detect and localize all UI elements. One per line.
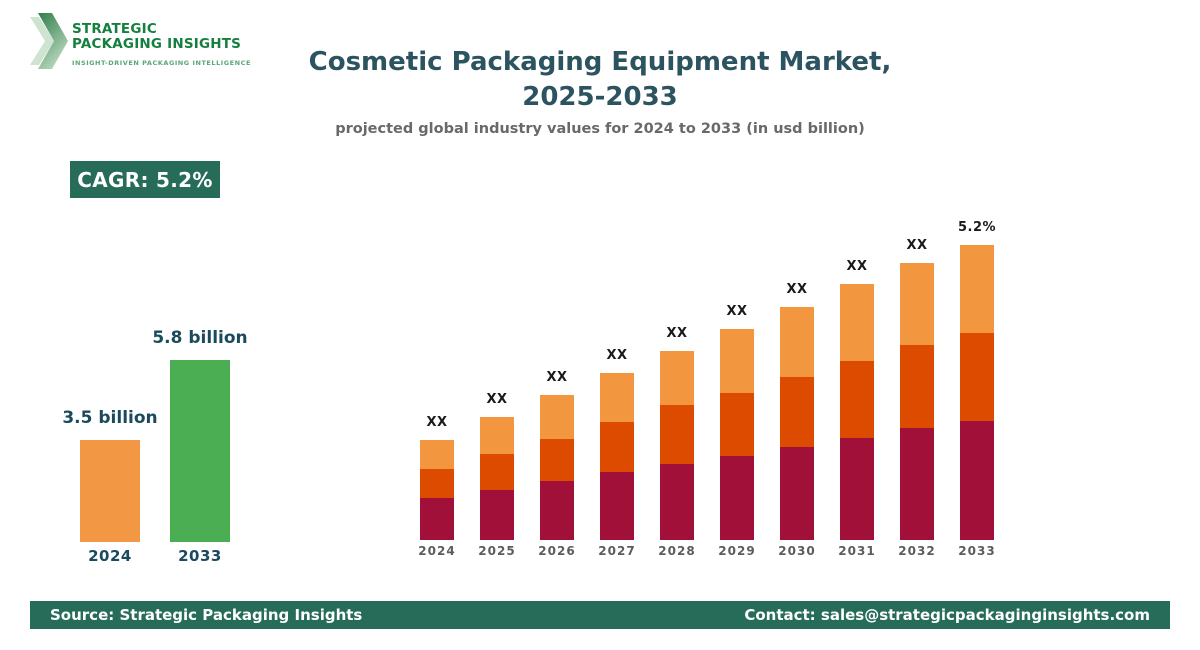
mini-bar-year-label: 2024 — [88, 547, 132, 565]
stacked-bar-group: XX 2032 — [898, 220, 934, 558]
stacked-bar-year-label: 2030 — [778, 544, 816, 558]
stacked-bar-segment-top — [960, 245, 994, 333]
stacked-bar-year-label: 2033 — [958, 544, 996, 558]
stacked-bar-segment-middle — [960, 332, 994, 422]
logo: STRATEGIC PACKAGING INSIGHTS INSIGHT-DRI… — [28, 12, 251, 70]
page-title-line1: Cosmetic Packaging Equipment Market, — [308, 47, 892, 77]
stacked-bar-chart: XX 2024 XX 2025 XX 2026 XX 2027 XX 2028 XX 2029 XX 20… — [418, 220, 997, 558]
stacked-bar-segment-top — [480, 417, 514, 454]
logo-name-line2: PACKAGING INSIGHTS — [72, 36, 242, 52]
stacked-bar-segment-top — [840, 284, 874, 361]
mini-bar — [80, 440, 140, 542]
stacked-bar-year-label: 2026 — [538, 544, 576, 558]
stacked-bar-segment-top — [720, 329, 754, 393]
stacked-bar-segment-top — [900, 263, 934, 345]
stacked-bar-value-label: 5.2% — [957, 220, 997, 235]
footer-source: Source: Strategic Packaging Insights — [50, 606, 363, 624]
stacked-bar-year-label: 2025 — [478, 544, 516, 558]
cagr-badge: CAGR: 5.2% — [70, 161, 220, 198]
stacked-bar-segment-top — [780, 307, 814, 377]
mini-bar — [170, 360, 230, 542]
stacked-bar-segment-middle — [420, 469, 454, 498]
footer-bar: Source: Strategic Packaging Insights Con… — [30, 601, 1170, 629]
mini-bar-value-label: 3.5 billion — [62, 408, 158, 428]
stacked-bar-year-label: 2029 — [718, 544, 756, 558]
stacked-bar-segment-bottom — [540, 481, 574, 540]
stacked-bar-segment-bottom — [480, 490, 514, 540]
logo-text: STRATEGIC PACKAGING INSIGHTS INSIGHT-DRI… — [72, 12, 251, 70]
stacked-bar-year-label: 2024 — [418, 544, 456, 558]
stacked-bar-segment-bottom — [660, 464, 694, 540]
stacked-bar-segment-bottom — [420, 498, 454, 540]
mini-bar-year-label: 2033 — [178, 547, 222, 565]
stacked-bar-group: XX 2031 — [838, 220, 874, 558]
stacked-bar-segment-bottom — [840, 438, 874, 540]
mini-bar-group: 5.8 billion 2033 — [152, 328, 247, 565]
mini-bar-group: 3.5 billion 2024 — [62, 408, 157, 565]
stacked-bar-group: XX 2027 — [598, 220, 634, 558]
stacked-bar-segment-middle — [780, 377, 814, 447]
stacked-bar-group: XX 2026 — [538, 220, 574, 558]
stacked-bar-segment-bottom — [720, 456, 754, 540]
page-subtitle: projected global industry values for 202… — [335, 121, 865, 137]
stacked-bar-group: XX 2029 — [718, 220, 754, 558]
stacked-bar-value-label: XX — [546, 370, 568, 385]
footer-contact: Contact: sales@strategicpackaginginsight… — [744, 606, 1150, 624]
mini-comparison-chart: 3.5 billion 2024 5.8 billion 2033 — [62, 327, 247, 565]
stacked-bar-year-label: 2028 — [658, 544, 696, 558]
stacked-bar-segment-top — [660, 351, 694, 405]
stacked-bar-segment-middle — [600, 422, 634, 472]
page-title-line2: 2025-2033 — [522, 82, 678, 112]
stacked-bar-segment-middle — [720, 393, 754, 456]
stacked-bar-value-label: XX — [666, 326, 688, 341]
stacked-bar-segment-bottom — [900, 428, 934, 540]
stacked-bar-value-label: XX — [426, 415, 448, 430]
header: Cosmetic Packaging Equipment Market, 202… — [0, 45, 1200, 137]
stacked-bar-segment-bottom — [780, 447, 814, 540]
stacked-bar-value-label: XX — [726, 304, 748, 319]
stacked-bar-value-label: XX — [846, 259, 868, 274]
stacked-bar-segment-middle — [840, 361, 874, 438]
stacked-bar-segment-top — [540, 395, 574, 439]
stacked-bar-group: XX 2028 — [658, 220, 694, 558]
stacked-bar-segment-middle — [480, 454, 514, 490]
stacked-bar-year-label: 2031 — [838, 544, 876, 558]
stacked-bar-group: 5.2% 2033 — [957, 220, 997, 558]
stacked-bar-value-label: XX — [786, 282, 808, 297]
stacked-bar-group: XX 2030 — [778, 220, 814, 558]
mini-bar-value-label: 5.8 billion — [152, 328, 248, 348]
stacked-bar-segment-middle — [660, 405, 694, 464]
stacked-bar-year-label: 2027 — [598, 544, 636, 558]
stacked-bar-value-label: XX — [606, 348, 628, 363]
logo-name-line1: STRATEGIC — [72, 21, 157, 37]
stacked-bar-segment-bottom — [600, 472, 634, 540]
stacked-bar-segment-middle — [900, 345, 934, 428]
stacked-bar-segment-middle — [540, 439, 574, 481]
chevron-arrow-icon — [28, 12, 68, 70]
stacked-bar-segment-bottom — [960, 421, 994, 540]
logo-tagline: INSIGHT-DRIVEN PACKAGING INTELLIGENCE — [72, 59, 251, 67]
stacked-bar-group: XX 2024 — [418, 220, 454, 558]
stacked-bar-group: XX 2025 — [478, 220, 514, 558]
stacked-bar-segment-top — [600, 373, 634, 422]
stacked-bar-year-label: 2032 — [898, 544, 936, 558]
stacked-bar-value-label: XX — [486, 392, 508, 407]
stacked-bar-value-label: XX — [906, 238, 928, 253]
stacked-bar-segment-top — [420, 440, 454, 469]
